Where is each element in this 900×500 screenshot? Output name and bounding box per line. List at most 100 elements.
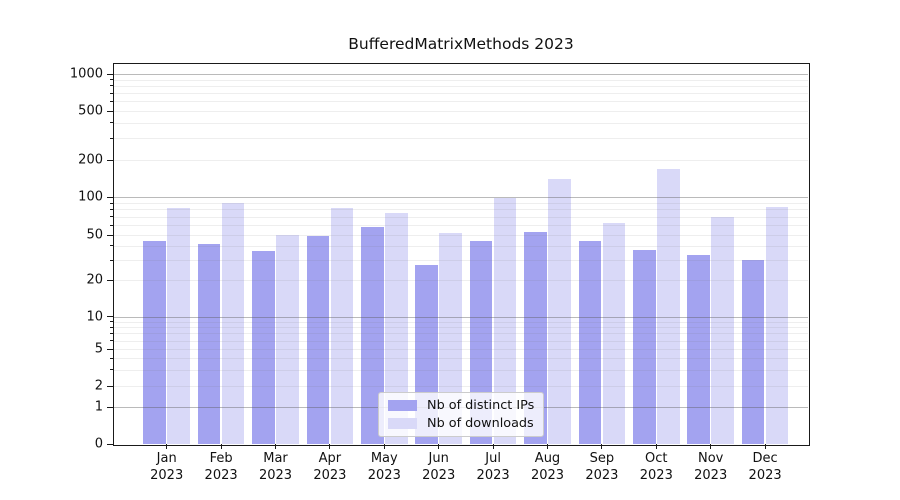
bar-distinct-ips-may [361,226,384,444]
year-label: 2023 [422,468,456,483]
y-tick-1000 [107,73,113,75]
bar-distinct-ips-nov [687,255,710,444]
gridline-y-80 [113,209,809,211]
gridline-y-20 [113,280,809,281]
y-minortick-70 [109,216,113,218]
gridline-y-2 [113,386,809,387]
y-minortick-800 [109,85,113,87]
y-minortick-40 [109,245,113,247]
bar-distinct-ips-mar [252,251,275,444]
y-tick-0 [107,443,113,445]
month-label: Dec [752,451,778,466]
month-label: Nov [698,451,724,466]
month-label: Apr [318,451,342,466]
y-tick-label-500: 500 [78,103,103,119]
y-tick-label-10: 10 [86,309,103,325]
x-tick-label-feb: Feb 2023 [189,450,253,484]
bar-downloads-may [385,212,408,444]
year-label: 2023 [748,468,782,483]
gridline-y-300 [113,138,809,140]
month-label: Jul [485,451,501,466]
gridline-y-7 [113,333,809,335]
year-label: 2023 [530,468,565,483]
bar-distinct-ips-dec [741,260,765,444]
legend: Nb of distinct IPs Nb of downloads [378,392,544,437]
x-tick-may [383,444,385,449]
legend-swatch-distinct-ips [388,400,417,411]
y-tick-label-1: 1 [94,399,103,415]
y-minortick-3 [109,369,113,371]
year-label: 2023 [150,468,184,483]
gridline-y-3 [113,369,809,371]
year-label: 2023 [476,468,510,483]
gridline-y-8 [113,327,809,329]
legend-entry-downloads: Nb of downloads [379,416,543,431]
x-tick-label-dec: Dec 2023 [733,450,797,484]
y-minortick-8 [109,326,113,328]
x-tick-label-apr: Apr 2023 [298,450,362,484]
bar-downloads-oct [657,168,680,444]
y-tick-5 [107,348,113,350]
bar-downloads-sep [602,223,626,444]
bar-distinct-ips-oct [633,249,656,444]
y-minortick-60 [109,224,113,226]
x-tick-aug [546,444,549,449]
x-tick-label-may: May 2023 [352,450,416,484]
bar-downloads-apr [330,208,354,444]
bar-distinct-ips-jan [143,241,166,444]
year-label: 2023 [367,468,401,483]
gridline-y-4 [113,358,809,360]
bar-downloads-feb [221,203,245,444]
year-label: 2023 [694,468,728,483]
x-tick-label-jun: Jun 2023 [407,450,471,484]
gridline-y-600 [113,101,809,103]
gridline-y-10 [113,316,809,318]
y-tick-500 [107,110,113,112]
gridline-y-400 [113,122,809,124]
month-label: May [370,451,398,466]
x-tick-nov [710,444,712,449]
x-tick-label-aug: Aug 2023 [516,450,580,484]
gridline-y-500 [113,111,809,112]
year-label: 2023 [313,468,347,483]
bar-downloads-jun [439,232,462,444]
y-tick-50 [107,234,113,236]
bar-distinct-ips-aug [524,231,547,444]
y-tick-200 [107,159,113,161]
x-tick-label-jan: Jan 2023 [135,450,199,484]
y-minortick-900 [109,79,113,81]
gridline-y-800 [113,85,809,87]
x-tick-feb [220,444,222,449]
x-tick-dec [764,444,766,449]
gridline-y-700 [113,93,809,95]
year-label: 2023 [204,468,238,483]
gridline-y-200 [113,160,809,161]
x-tick-jun [438,444,440,449]
y-minortick-90 [109,202,113,204]
bar-downloads-dec [765,206,789,444]
x-tick-label-jul: Jul 2023 [461,450,525,484]
month-label: Feb [209,451,233,466]
y-tick-label-5: 5 [94,341,103,357]
legend-label-distinct-ips: Nb of distinct IPs [427,398,535,413]
gridline-y-30 [113,260,809,262]
gridline-y-6 [113,340,809,342]
chart-title: BufferedMatrixMethods 2023 [348,35,574,53]
y-tick-10 [107,316,113,318]
y-minortick-30 [109,259,113,261]
y-minortick-80 [109,208,113,210]
y-tick-label-2: 2 [94,378,103,394]
x-tick-jul [492,444,494,449]
bar-distinct-ips-sep [578,241,602,444]
x-tick-label-nov: Nov 2023 [679,450,743,484]
gridline-y-9 [113,321,809,323]
y-tick-100 [107,196,113,198]
gridline-y-70 [113,216,809,218]
gridline-y-90 [113,203,809,205]
gridline-y-40 [113,245,809,247]
month-label: Oct [645,451,668,466]
x-tick-jan [166,444,168,449]
y-minortick-7 [109,332,113,334]
y-tick-label-0: 0 [94,436,103,452]
month-label: Jun [428,451,449,466]
